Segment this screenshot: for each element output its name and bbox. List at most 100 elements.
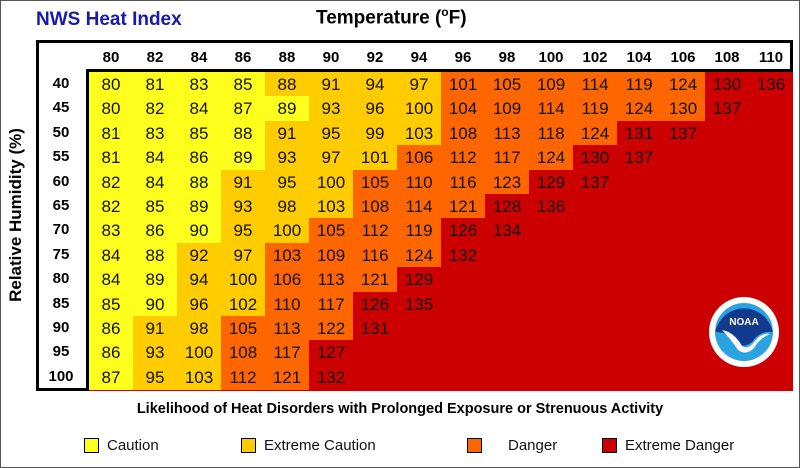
- heat-index-cell: 93: [133, 340, 177, 366]
- x-tick-label: 104: [626, 49, 652, 66]
- heat-index-cell: 113: [265, 316, 309, 341]
- x-axis-title-text: Temperature (: [316, 7, 442, 29]
- heat-index-cell: [441, 316, 485, 341]
- heat-index-cell: 85: [89, 291, 133, 317]
- heat-index-cell: 137: [573, 169, 617, 195]
- heat-index-cell: 109: [309, 242, 353, 268]
- heat-index-cell: [661, 267, 705, 293]
- heat-index-cell: [617, 218, 661, 244]
- heat-index-cell: [749, 194, 793, 219]
- heat-index-cell: 85: [221, 72, 265, 97]
- heat-index-cell: [573, 218, 617, 244]
- heat-index-cell: 101: [353, 145, 397, 171]
- heat-index-cell: [705, 364, 749, 390]
- heat-index-cell: [617, 194, 661, 219]
- heat-index-cell: 103: [397, 120, 441, 146]
- heat-index-cell: 137: [705, 96, 749, 122]
- heat-index-cell: 82: [89, 169, 133, 195]
- heat-index-cell: [397, 364, 441, 390]
- heat-index-cell: 112: [221, 364, 265, 390]
- legend-item: Danger: [467, 437, 557, 454]
- heat-index-cell: [705, 267, 749, 293]
- heat-index-cell: 100: [221, 267, 265, 293]
- heat-index-cell: 131: [353, 316, 397, 341]
- heat-index-cell: [749, 242, 793, 268]
- legend-label: Extreme Caution: [264, 437, 376, 454]
- heat-index-cell: 100: [397, 96, 441, 122]
- heat-index-cell: 83: [177, 72, 221, 97]
- x-tick-label: 110: [758, 49, 784, 66]
- heat-index-cell: [485, 364, 529, 390]
- heat-index-cell: 108: [221, 340, 265, 366]
- heat-index-cell: 89: [133, 267, 177, 293]
- heat-index-cell: [617, 364, 661, 390]
- heat-index-cell: 88: [177, 169, 221, 195]
- heat-index-cell: 90: [177, 218, 221, 244]
- heat-index-cell: [749, 364, 793, 390]
- heat-index-cell: 110: [265, 291, 309, 317]
- heat-index-cell: [661, 291, 705, 317]
- legend-label: Caution: [107, 437, 159, 454]
- heat-index-cell: 86: [89, 340, 133, 366]
- heat-index-cell: [529, 218, 573, 244]
- heat-index-cell: [529, 340, 573, 366]
- x-axis-title: Temperature (oF): [316, 5, 467, 29]
- heat-index-cell: [749, 267, 793, 293]
- heat-index-cell: 136: [529, 194, 573, 219]
- heat-index-cell: [485, 340, 529, 366]
- heat-index-cell: 86: [133, 218, 177, 244]
- heat-index-cell: 119: [617, 72, 661, 97]
- heat-index-cell: 112: [353, 218, 397, 244]
- heat-index-cell: 81: [89, 120, 133, 146]
- heat-index-cell: 129: [529, 169, 573, 195]
- svg-text:NOAA: NOAA: [729, 317, 758, 328]
- heat-index-cell: [661, 145, 705, 171]
- heat-index-cell: 123: [485, 169, 529, 195]
- heat-index-cell: 135: [397, 291, 441, 317]
- heat-index-cell: 101: [441, 72, 485, 97]
- heat-index-cell: 130: [705, 72, 749, 97]
- x-tick-label: 98: [498, 49, 516, 66]
- heat-index-cell: 106: [397, 145, 441, 171]
- heat-index-cell: [441, 291, 485, 317]
- heat-index-cell: [749, 145, 793, 171]
- heat-index-cell: 88: [221, 120, 265, 146]
- heat-index-cell: [353, 364, 397, 390]
- y-tick-label: 75: [52, 245, 70, 263]
- heat-index-cell: 121: [441, 194, 485, 219]
- heat-index-cell: 91: [265, 120, 309, 146]
- heat-index-cell: 130: [661, 96, 705, 122]
- heat-index-cell: 114: [573, 72, 617, 97]
- chart-footer: Likelihood of Heat Disorders with Prolon…: [136, 401, 664, 417]
- heat-index-cell: 137: [661, 120, 705, 146]
- y-axis-title: Relative Humidity (%): [6, 128, 25, 302]
- heat-index-cell: 121: [265, 364, 309, 390]
- heat-index-cell: 122: [309, 316, 353, 341]
- heat-index-cell: [661, 316, 705, 341]
- x-tick-label: 100: [538, 49, 564, 66]
- heat-index-cell: [617, 340, 661, 366]
- heat-index-cell: 93: [309, 96, 353, 122]
- heat-index-cell: [705, 120, 749, 146]
- noaa-logo-icon: NOAA: [709, 297, 779, 367]
- heat-index-cell: 82: [89, 194, 133, 219]
- heat-index-cell: 103: [177, 364, 221, 390]
- heat-index-cell: 108: [353, 194, 397, 219]
- heat-index-cell: [749, 120, 793, 146]
- heat-index-cell: 96: [177, 291, 221, 317]
- heat-index-cell: 102: [221, 291, 265, 317]
- heat-index-cell: [661, 218, 705, 244]
- heat-index-cell: 119: [573, 96, 617, 122]
- x-tick-label: 108: [714, 49, 740, 66]
- heat-index-cell: [661, 340, 705, 366]
- heat-index-cell: [617, 242, 661, 268]
- heat-index-cell: [661, 194, 705, 219]
- heat-index-cell: [661, 169, 705, 195]
- heat-index-cell: [573, 291, 617, 317]
- heat-index-cell: 113: [309, 267, 353, 293]
- heat-index-cell: [573, 194, 617, 219]
- heat-index-cell: 93: [265, 145, 309, 171]
- heat-index-cell: 95: [133, 364, 177, 390]
- heat-index-cell: [661, 364, 705, 390]
- x-tick-label: 86: [234, 49, 252, 66]
